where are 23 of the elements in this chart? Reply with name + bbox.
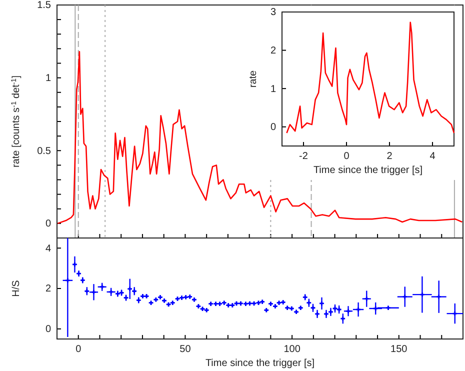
y-tick-label: 1 bbox=[270, 84, 276, 95]
y-tick-label: 1.5 bbox=[37, 0, 52, 12]
x-axis-title: Time since the trigger [s] bbox=[313, 165, 423, 176]
y-tick-label: 1 bbox=[45, 73, 52, 84]
x-tick-label: 0 bbox=[344, 151, 350, 162]
y-tick-label: 3 bbox=[270, 7, 276, 18]
x-tick-label: 50 bbox=[180, 344, 192, 356]
x-axis-title: Time since the trigger [s] bbox=[205, 358, 315, 369]
x-tick-label: -2 bbox=[299, 151, 308, 162]
y-tick-label: 4 bbox=[45, 243, 52, 254]
y-tick-label: 0 bbox=[45, 218, 52, 230]
x-tick-label: 2 bbox=[386, 151, 393, 162]
y-tick-label: 2 bbox=[45, 284, 52, 295]
y-tick-label: 0 bbox=[270, 122, 276, 134]
x-tick-label: 4 bbox=[430, 151, 436, 162]
x-tick-label: 100 bbox=[284, 344, 301, 356]
y-tick-label: 0.5 bbox=[37, 146, 52, 157]
x-tick-label: 0 bbox=[76, 344, 82, 356]
y-axis-title: H/S bbox=[11, 280, 22, 297]
y-tick-label: 0 bbox=[45, 324, 52, 336]
x-tick-label: 150 bbox=[390, 344, 408, 356]
y-tick-label: 2 bbox=[270, 45, 276, 56]
y-axis-title: rate bbox=[248, 70, 259, 88]
